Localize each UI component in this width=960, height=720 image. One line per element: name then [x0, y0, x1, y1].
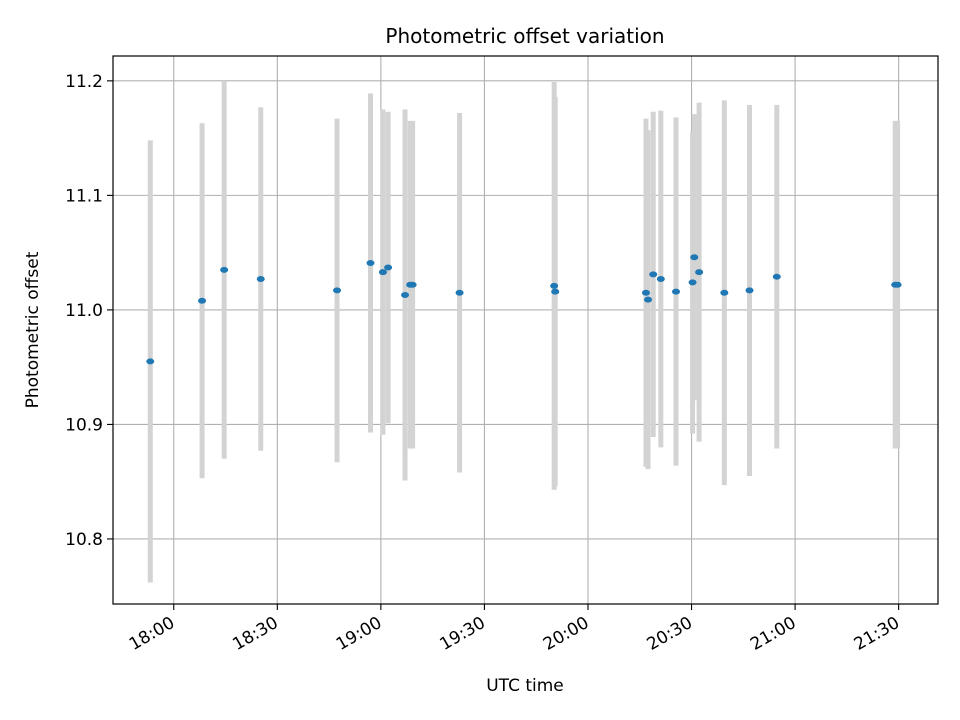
data-point [893, 281, 902, 288]
data-point [649, 271, 658, 278]
data-point [384, 264, 393, 271]
data-point [745, 287, 754, 294]
y-tick-label: 11.0 [65, 301, 103, 321]
data-point [198, 297, 207, 304]
data-point [720, 289, 729, 296]
data-point [690, 254, 699, 261]
data-point [366, 259, 375, 266]
x-axis-label: UTC time [486, 676, 564, 696]
data-point [220, 266, 229, 273]
y-tick-label: 10.9 [65, 415, 103, 435]
data-point [688, 279, 697, 286]
data-point [333, 287, 342, 294]
y-axis-ticks: 10.8 10.9 11.0 11.1 11.2 [65, 72, 113, 550]
data-point [551, 288, 560, 295]
y-tick-label: 10.8 [65, 530, 103, 550]
data-points [146, 254, 902, 365]
data-point [401, 292, 410, 299]
y-axis-label: Photometric offset [23, 251, 43, 408]
data-point [146, 358, 155, 365]
data-point [550, 282, 559, 289]
data-point [772, 273, 781, 280]
data-point [455, 289, 464, 296]
y-tick-label: 11.1 [65, 186, 103, 206]
plot-frame [112, 55, 939, 605]
data-point [256, 275, 265, 282]
data-point [672, 288, 681, 295]
data-point [644, 296, 653, 303]
data-point [641, 289, 650, 296]
data-point [656, 275, 665, 282]
data-point [408, 281, 417, 288]
data-point [378, 269, 387, 276]
y-tick-label: 11.2 [65, 72, 103, 92]
data-point [695, 269, 704, 276]
chart-title: Photometric offset variation [385, 24, 664, 48]
